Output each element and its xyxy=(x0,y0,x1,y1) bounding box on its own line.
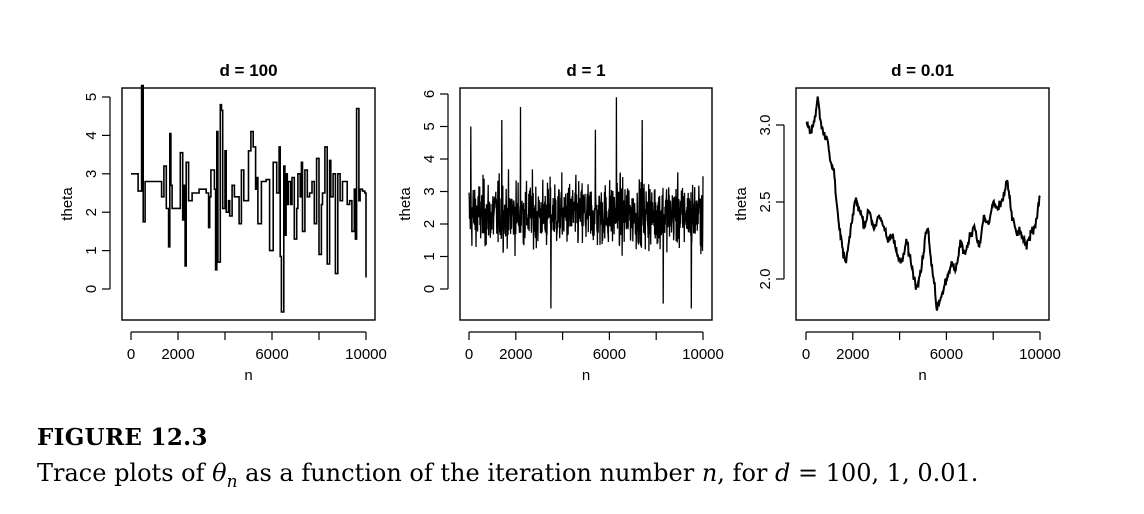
x-tick-label: 0 xyxy=(127,346,135,363)
y-tick-label: 6 xyxy=(421,90,438,98)
y-tick-label: 5 xyxy=(421,122,438,130)
y-tick-label: 2.5 xyxy=(757,192,774,213)
y-tick-label: 3 xyxy=(421,187,438,195)
chart-title: d = 100 xyxy=(219,61,277,80)
y-tick-label: 1 xyxy=(83,246,100,254)
chart-panel-2: d = 1 0 2000 6000 10000 n 0 1 2 3 4 5 6 theta xyxy=(397,61,724,384)
chart-title: d = 0.01 xyxy=(891,61,954,80)
x-tick-label: 0 xyxy=(802,346,810,363)
x-axis-label: n xyxy=(244,367,252,384)
y-tick-label: 4 xyxy=(83,131,100,139)
y-tick-label: 1 xyxy=(421,252,438,260)
y-tick-label: 0 xyxy=(83,285,100,293)
chart-panel-3: d = 0.01 0 2000 6000 10000 n 2.0 2.5 3.0 theta xyxy=(733,61,1061,384)
y-tick-label: 2 xyxy=(83,208,100,216)
caption-theta-subscript: n xyxy=(226,471,238,492)
y-tick-label: 3.0 xyxy=(757,115,774,136)
plot-frame xyxy=(459,87,713,321)
y-tick-label: 4 xyxy=(421,155,438,163)
trace-line xyxy=(131,84,367,313)
x-axis-label: n xyxy=(918,367,926,384)
y-tick-label: 0 xyxy=(421,285,438,293)
x-tick-label: 2000 xyxy=(499,346,532,363)
y-axis-label: theta xyxy=(733,187,750,221)
x-tick-label: 6000 xyxy=(255,346,288,363)
caption-theta-symbol: θ xyxy=(212,459,227,487)
x-tick-label: 6000 xyxy=(930,346,963,363)
y-axis-label: theta xyxy=(397,187,414,221)
trace-line xyxy=(468,97,704,309)
x-axis-label: n xyxy=(582,367,590,384)
caption-d-values: = 100, 1, 0.01. xyxy=(790,459,979,487)
figure-caption: Trace plots of θn as a function of the i… xyxy=(37,459,978,492)
plot-frame xyxy=(795,87,1050,321)
trace-line xyxy=(805,96,1041,311)
x-tick-label: 10000 xyxy=(345,346,387,363)
caption-text-middle: as a function of the iteration number xyxy=(237,459,702,487)
x-tick-label: 10000 xyxy=(682,346,724,363)
caption-n-symbol: n xyxy=(701,459,718,487)
y-tick-label: 5 xyxy=(83,93,100,101)
x-tick-label: 2000 xyxy=(836,346,869,363)
x-tick-label: 6000 xyxy=(593,346,626,363)
x-tick-label: 10000 xyxy=(1019,346,1061,363)
caption-text-before: Trace plots of xyxy=(37,459,213,487)
caption-text-after: , for xyxy=(717,459,775,487)
plot-frame xyxy=(121,87,376,321)
caption-d-symbol: d xyxy=(775,459,791,487)
y-tick-label: 2.0 xyxy=(757,269,774,290)
figure-label: FIGURE 12.3 xyxy=(37,424,208,451)
y-tick-label: 2 xyxy=(421,220,438,228)
y-tick-label: 3 xyxy=(83,170,100,178)
trace-plot-figure: d = 100 0 2000 6000 10000 n 0 1 2 3 4 5 theta d = 1 0 2… xyxy=(59,61,1061,384)
x-tick-label: 0 xyxy=(465,346,473,363)
x-tick-label: 2000 xyxy=(161,346,194,363)
chart-title: d = 1 xyxy=(566,61,605,80)
y-axis-label: theta xyxy=(59,187,76,221)
chart-panel-1: d = 100 0 2000 6000 10000 n 0 1 2 3 4 5 theta xyxy=(59,61,387,384)
